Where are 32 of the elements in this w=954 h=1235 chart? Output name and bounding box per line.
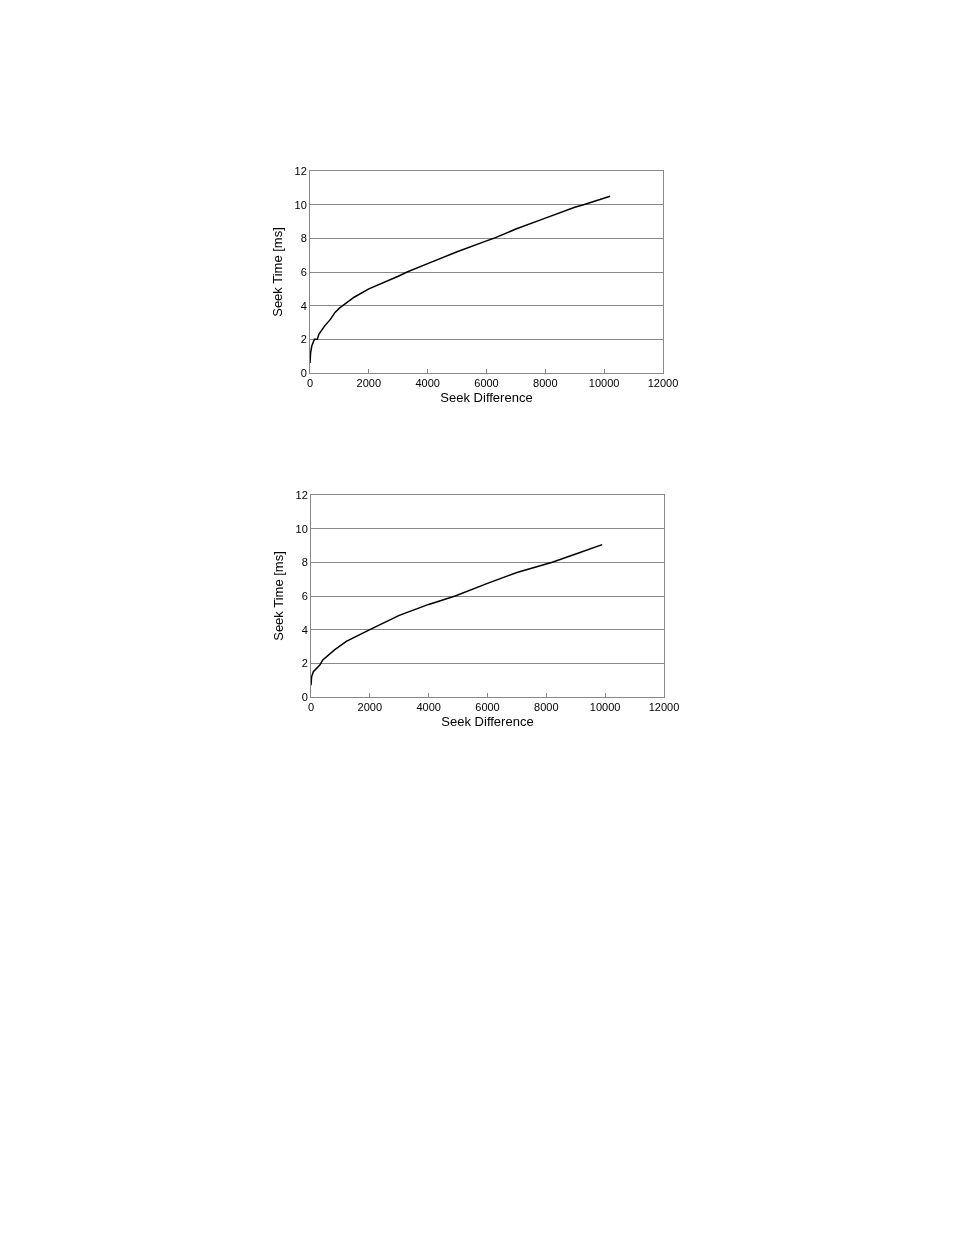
y-tick-label: 12	[294, 164, 307, 177]
x-tick-label: 4000	[416, 701, 441, 714]
x-axis-title: Seek Difference	[440, 389, 533, 405]
x-tick-label: 12000	[648, 701, 680, 714]
line-series	[310, 195, 611, 364]
y-tick-label: 0	[300, 366, 307, 379]
y-tick-label: 10	[295, 522, 308, 535]
x-tick-label: 8000	[534, 701, 559, 714]
y-tick-label: 2	[300, 333, 307, 346]
x-tick-label: 2000	[357, 701, 383, 714]
y-tick-label: 12	[295, 488, 308, 501]
y-tick-label: 8	[300, 232, 307, 245]
y-tick-label: 8	[301, 556, 308, 569]
x-tick-label: 4000	[415, 377, 440, 390]
x-axis-title: Seek Difference	[441, 713, 534, 729]
y-tick-label: 10	[294, 198, 307, 211]
x-tick-label: 6000	[475, 701, 500, 714]
x-tick-label: 2000	[356, 377, 382, 390]
y-tick-label: 6	[300, 265, 307, 278]
x-tick-label: 10000	[588, 377, 620, 390]
line-series	[311, 543, 603, 686]
x-tick-label: 12000	[647, 377, 679, 390]
x-tick-label: 10000	[589, 701, 621, 714]
y-tick-label: 4	[301, 623, 308, 636]
y-axis-title: Seek Time [ms]	[271, 551, 287, 641]
y-tick-label: 4	[300, 299, 307, 312]
y-tick-label: 6	[301, 589, 308, 602]
x-tick-label: 6000	[474, 377, 499, 390]
y-axis-title: Seek Time [ms]	[270, 227, 286, 317]
x-tick-label: 8000	[533, 377, 558, 390]
y-tick-label: 2	[301, 657, 308, 670]
y-tick-label: 0	[301, 690, 308, 703]
